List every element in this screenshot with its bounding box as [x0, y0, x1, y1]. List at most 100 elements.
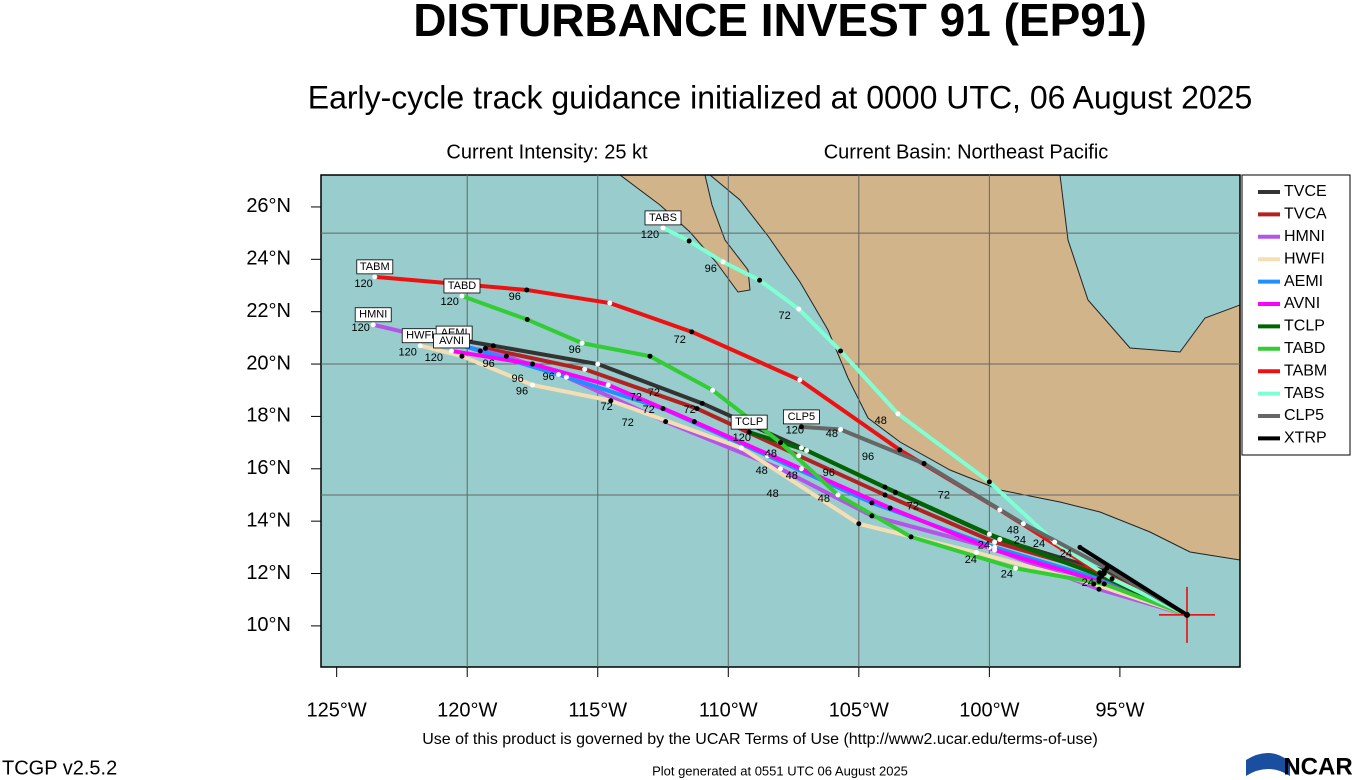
chart-title: DISTURBANCE INVEST 91 (EP91)	[413, 0, 1147, 46]
track-point	[370, 322, 376, 328]
track-point	[798, 466, 804, 472]
model-box	[354, 307, 392, 323]
track	[801, 424, 1189, 617]
track-point	[738, 445, 744, 451]
track-point	[660, 225, 666, 231]
logo-mark	[1246, 752, 1290, 776]
y-tick-label: 18°N	[246, 405, 291, 427]
legend-label: CLP5	[1284, 407, 1324, 424]
track-point	[796, 306, 802, 312]
x-tick-label: 110°W	[699, 699, 758, 721]
hour-label: 24	[965, 554, 977, 566]
track-point	[459, 293, 465, 299]
model-label: TABD	[448, 280, 477, 292]
y-tick-label: 20°N	[246, 352, 291, 374]
track-point	[1096, 586, 1102, 592]
hour-label: 48	[786, 470, 798, 482]
track-point	[778, 440, 783, 446]
track-point	[1097, 570, 1103, 576]
legend-label: AEMI	[1284, 273, 1323, 290]
track-point	[764, 453, 770, 459]
track-point	[529, 361, 535, 367]
hour-label: 72	[648, 387, 660, 399]
hour-label: 96	[862, 451, 874, 463]
track-point	[563, 374, 569, 380]
track-point	[595, 361, 601, 367]
hour-label: 24	[1082, 577, 1094, 589]
track-point	[607, 300, 613, 306]
track-point	[660, 406, 666, 412]
model-box	[356, 259, 394, 275]
track-point	[608, 398, 614, 404]
hour-label: 24	[978, 540, 990, 552]
track-point	[797, 377, 803, 383]
track-point	[835, 492, 841, 498]
model-box	[782, 409, 820, 425]
legend-label: TABM	[1284, 362, 1327, 379]
hour-label: 120	[441, 296, 459, 308]
track-point	[1020, 521, 1026, 527]
track-point	[869, 513, 875, 519]
legend-label: TVCA	[1284, 206, 1327, 223]
track-point	[992, 547, 998, 553]
track-point	[689, 329, 695, 335]
track-point	[524, 287, 530, 293]
generated: Plot generated at 0551 UTC 06 August 202…	[652, 763, 908, 778]
hour-label: 72	[630, 392, 642, 404]
model-label: CLP5	[788, 411, 816, 423]
legend-label: TVCE	[1284, 183, 1327, 200]
y-tick-label: 12°N	[246, 562, 291, 584]
hour-label: 48	[756, 465, 768, 477]
track-point	[986, 479, 992, 485]
track-point	[804, 447, 810, 453]
hour-label: 72	[684, 404, 696, 416]
origin-point	[1184, 611, 1191, 618]
track-point	[647, 353, 653, 359]
version: TCGP v2.5.2	[2, 757, 117, 779]
chart-subtitle: Early-cycle track guidance initialized a…	[308, 79, 1253, 115]
hour-label: 24	[1014, 535, 1026, 547]
hour-label: 120	[425, 352, 443, 364]
hour-label: 96	[509, 291, 521, 303]
legend-label: HWFI	[1284, 250, 1325, 267]
track-point	[579, 340, 585, 346]
hour-label: 120	[733, 432, 751, 444]
track-point	[529, 382, 535, 388]
model-label: HWFI	[406, 330, 434, 342]
hour-label: 96	[823, 467, 835, 479]
x-tick-label: 115°W	[568, 699, 627, 721]
y-tick-label: 26°N	[246, 195, 291, 217]
track-point	[720, 259, 726, 265]
track-point	[778, 466, 783, 472]
hour-label: 48	[765, 448, 777, 460]
track-point	[798, 445, 804, 451]
track-point	[449, 348, 455, 354]
y-tick-label: 16°N	[246, 457, 291, 479]
hour-label: 96	[543, 371, 555, 383]
model-label: TABM	[360, 261, 390, 273]
hour-label: 72	[779, 310, 791, 322]
track-point	[694, 406, 700, 412]
y-tick-label: 10°N	[246, 614, 291, 636]
hour-label: 96	[511, 373, 523, 385]
model-label: HMNI	[359, 309, 387, 321]
logo: NCAR	[1283, 753, 1352, 780]
track-point	[556, 372, 562, 378]
track-point	[921, 461, 927, 467]
track-point	[1096, 578, 1102, 584]
track-point	[1109, 576, 1115, 582]
hour-label: 48	[826, 428, 838, 440]
hour-label: 48	[767, 488, 779, 500]
hour-label: 48	[875, 415, 887, 427]
track-point	[605, 382, 611, 388]
track-point	[757, 277, 763, 283]
intensity: Current Intensity: 25 kt	[446, 141, 648, 163]
hour-label: 120	[352, 322, 370, 334]
track-point	[490, 343, 496, 349]
model-box	[644, 210, 682, 226]
track-point	[986, 544, 992, 550]
legend-label: TABD	[1284, 340, 1325, 357]
track-point	[887, 505, 893, 511]
track-point	[892, 489, 898, 495]
track-point	[477, 348, 483, 354]
